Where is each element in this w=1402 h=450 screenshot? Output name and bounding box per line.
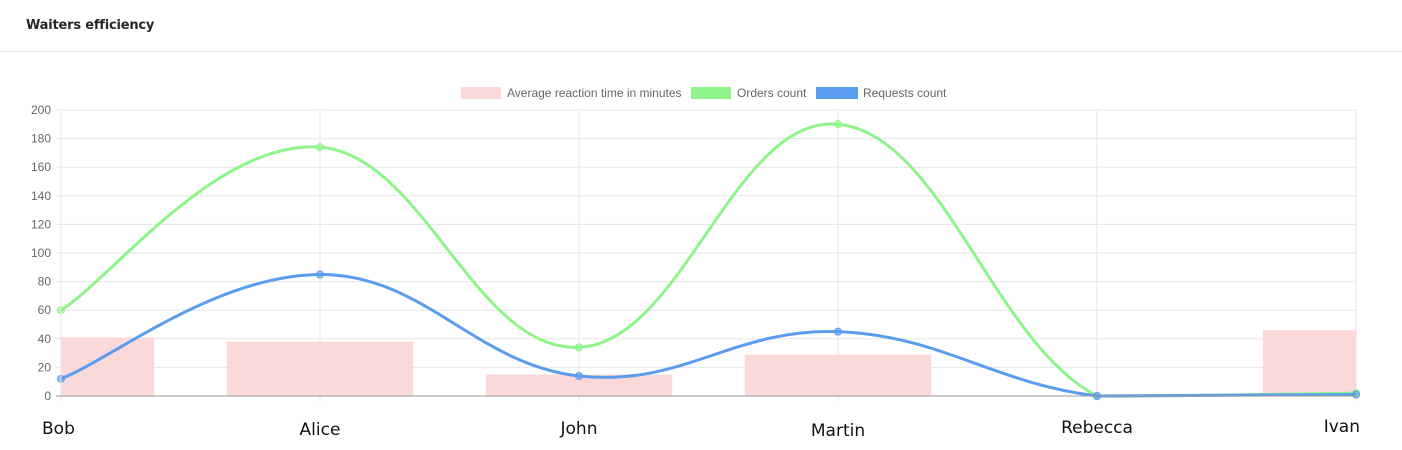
legend-swatch[interactable] — [461, 87, 501, 99]
legend-label[interactable]: Orders count — [737, 86, 807, 100]
card-title: Waiters efficiency — [26, 18, 155, 33]
point-orders-count[interactable] — [316, 143, 324, 152]
legend-label[interactable]: Requests count — [863, 86, 947, 100]
legend-swatch[interactable] — [691, 87, 731, 99]
bars-reaction-time — [61, 330, 1356, 396]
legend-swatch[interactable] — [816, 87, 858, 99]
y-tick-label: 80 — [38, 275, 52, 289]
bar-reaction-time[interactable] — [61, 337, 155, 396]
x-tick-label: Ivan — [1324, 417, 1360, 437]
x-tick-label: Rebecca — [1061, 418, 1133, 438]
point-requests-count[interactable] — [316, 270, 324, 279]
x-tick-label: Martin — [811, 421, 865, 441]
point-requests-count[interactable] — [1352, 390, 1360, 399]
y-tick-label: 100 — [31, 246, 51, 260]
x-tick-label: John — [560, 419, 598, 439]
bar-reaction-time[interactable] — [1262, 330, 1356, 396]
legend: Average reaction time in minutes Orders c… — [461, 86, 947, 100]
y-tick-label: 20 — [38, 360, 52, 374]
y-tick-label: 200 — [31, 103, 51, 117]
point-requests-count[interactable] — [575, 371, 583, 380]
y-tick-label: 120 — [31, 217, 51, 231]
y-tick-label: 40 — [38, 332, 52, 346]
card-header: Waiters efficiency — [0, 0, 1402, 52]
y-tick-label: 160 — [31, 160, 51, 174]
point-orders-count[interactable] — [575, 343, 583, 352]
x-tick-label: Alice — [300, 420, 341, 440]
x-tick-label: Bob — [42, 419, 75, 439]
y-tick-label: 140 — [31, 189, 51, 203]
point-requests-count[interactable] — [834, 327, 842, 336]
y-tick-label: 60 — [38, 303, 52, 317]
y-tick-label: 180 — [31, 132, 51, 146]
bar-reaction-time[interactable] — [485, 374, 673, 396]
axes: 0 20 40 60 80 100 120 140 160 180 200 Bob Alice John M… — [31, 103, 1360, 441]
point-orders-count[interactable] — [834, 120, 842, 129]
y-tick-label: 0 — [44, 389, 51, 403]
bar-reaction-time[interactable] — [744, 354, 932, 396]
bar-reaction-time[interactable] — [226, 341, 414, 396]
legend-label[interactable]: Average reaction time in minutes — [507, 86, 682, 100]
